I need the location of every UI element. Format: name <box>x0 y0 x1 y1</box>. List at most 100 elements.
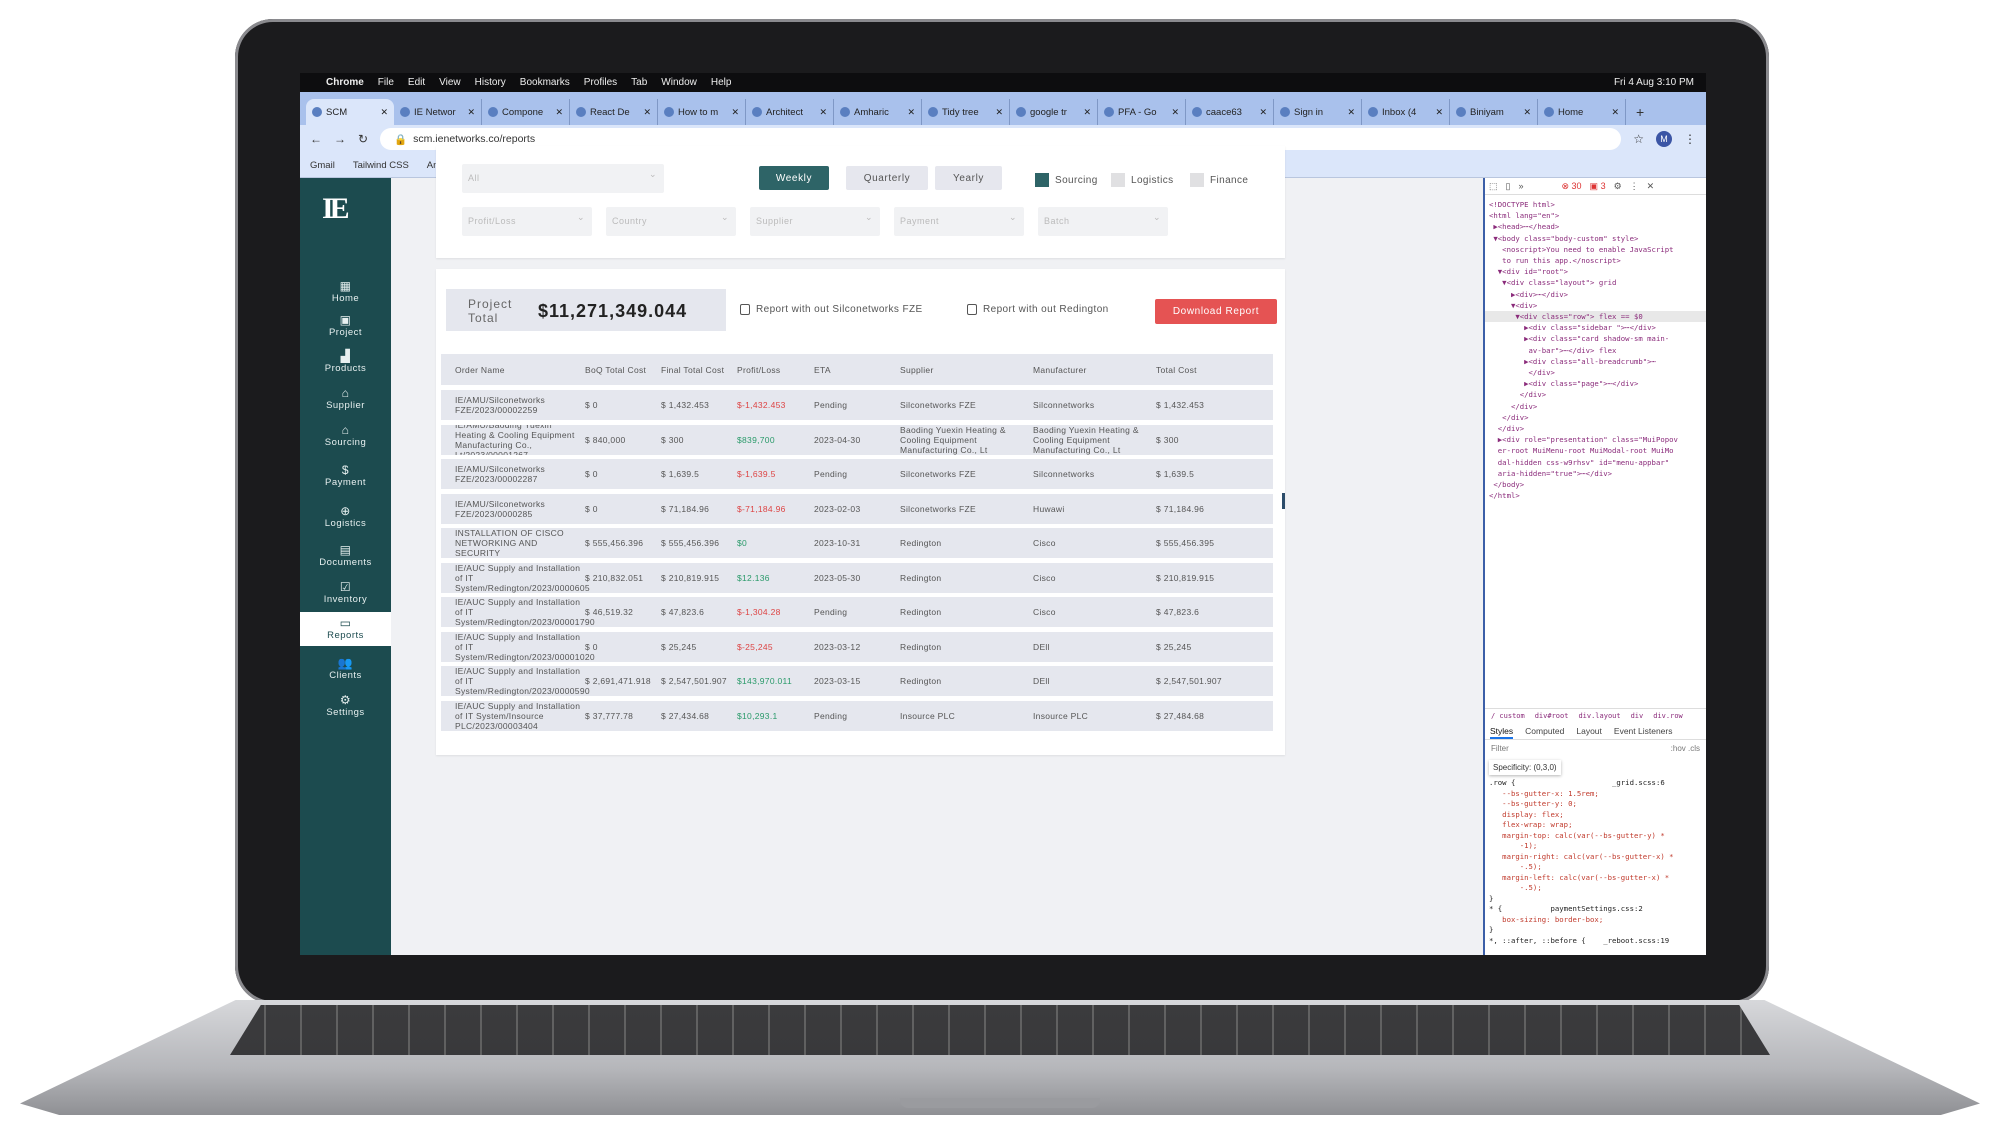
kebab-icon[interactable]: ⋮ <box>1629 180 1639 191</box>
browser-tab[interactable]: SCM ✕ <box>306 99 394 125</box>
css-line[interactable]: --bs-gutter-x: 1.5rem; <box>1489 788 1599 798</box>
reload-icon[interactable]: ↻ <box>358 132 369 146</box>
column-header[interactable]: Order Name <box>455 364 505 375</box>
bookmark[interactable]: Gmail <box>310 159 335 171</box>
table-row[interactable]: IE/AUC Supply and Installation of IT Sys… <box>441 700 1273 731</box>
close-tab-icon[interactable]: ✕ <box>1259 106 1267 117</box>
dom-node[interactable]: <html lang="en"> <box>1489 211 1560 221</box>
sidebar-item-products[interactable]: ▟ Products <box>300 345 391 379</box>
period-quarterly-button[interactable]: Quarterly <box>846 166 928 190</box>
menu-icon[interactable]: ⋮ <box>1684 132 1696 146</box>
table-row[interactable]: IE/AMU/Baoding Yuexin Heating & Cooling … <box>441 424 1273 455</box>
dom-node[interactable]: <!DOCTYPE html> <box>1489 200 1555 209</box>
dom-tree[interactable]: <!DOCTYPE html> <html lang="en"> ▶<head>⋯… <box>1485 195 1706 708</box>
column-header[interactable]: ETA <box>814 364 831 375</box>
star-icon[interactable]: ☆ <box>1633 132 1644 146</box>
dom-node[interactable]: ▶<div class="sidebar ">⋯</div> <box>1489 323 1656 333</box>
close-tab-icon[interactable]: ✕ <box>555 106 563 117</box>
css-line[interactable]: } <box>1489 925 1494 934</box>
close-icon[interactable]: ✕ <box>1646 180 1655 191</box>
close-tab-icon[interactable]: ✕ <box>995 106 1003 117</box>
css-line[interactable]: -.5); <box>1489 883 1542 892</box>
dom-node[interactable]: </div> <box>1489 401 1538 411</box>
dom-node[interactable]: </div> <box>1489 390 1547 400</box>
sidebar-item-settings[interactable]: ⚙ Settings <box>300 689 391 723</box>
css-line[interactable]: *, ::after, ::before { _reboot.scss:19 <box>1489 935 1670 945</box>
dom-node[interactable]: ▼<div class="layout"> grid <box>1489 278 1617 288</box>
dom-node[interactable]: ▼<div class="row"> flex == $0 <box>1485 311 1706 323</box>
table-row[interactable]: IE/AMU/Silconetworks FZE/2023/00002287 $ … <box>441 459 1273 489</box>
more-panels-icon[interactable]: » <box>1518 181 1524 191</box>
dom-node[interactable]: </div> <box>1489 424 1525 434</box>
browser-tab[interactable]: Inbox (4 ✕ <box>1362 99 1450 125</box>
supplier-select[interactable]: Supplier <box>750 207 880 236</box>
dom-breadcrumb-item[interactable]: div <box>1630 712 1644 720</box>
device-icon[interactable]: ▯ <box>1505 180 1511 191</box>
category-sourcing-checkbox[interactable]: Sourcing <box>1035 173 1098 187</box>
column-header[interactable]: Manufacturer <box>1033 364 1087 375</box>
url-input[interactable]: 🔒 scm.ienetworks.co/reports <box>380 128 1622 150</box>
css-line[interactable]: -1); <box>1489 841 1538 850</box>
dom-node[interactable]: <noscript>You need to enable JavaScript <box>1489 244 1674 254</box>
payment-select[interactable]: Payment <box>894 207 1024 236</box>
close-tab-icon[interactable]: ✕ <box>643 106 651 117</box>
dom-node[interactable]: ▶<div role="presentation" class="MuiPopo… <box>1489 435 1678 445</box>
menu-edit[interactable]: Edit <box>407 77 426 88</box>
styles-tab[interactable]: Computed <box>1525 726 1565 736</box>
period-weekly-button[interactable]: Weekly <box>759 166 829 190</box>
dom-node[interactable]: ▶<div>⋯</div> <box>1489 289 1569 299</box>
css-line[interactable]: * { paymentSettings.css:2 <box>1489 904 1643 913</box>
close-tab-icon[interactable]: ✕ <box>1083 106 1091 117</box>
forward-icon[interactable]: → <box>334 132 346 146</box>
browser-tab[interactable]: How to m ✕ <box>658 99 746 125</box>
new-tab-button[interactable]: + <box>1636 104 1645 120</box>
country-select[interactable]: Country <box>606 207 736 236</box>
browser-tab[interactable]: PFA - Go ✕ <box>1098 99 1186 125</box>
dom-node[interactable]: er-root MuiMenu-root MuiModal-root MuiMo <box>1489 446 1674 456</box>
sidebar-item-clients[interactable]: 👥 Clients <box>300 652 391 686</box>
styles-tab[interactable]: Event Listeners <box>1613 726 1673 736</box>
browser-tab[interactable]: Architect ✕ <box>746 99 834 125</box>
close-tab-icon[interactable]: ✕ <box>467 106 475 117</box>
dom-node[interactable]: ▼<div id="root"> <box>1489 267 1569 277</box>
table-row[interactable]: IE/AUC SUPPLY AND INSTALLATION OF CISCO … <box>441 528 1273 558</box>
css-line[interactable]: } <box>1489 893 1494 903</box>
styles-tab[interactable]: Styles <box>1490 722 1514 739</box>
css-line[interactable]: flex-wrap: wrap; <box>1489 820 1573 829</box>
browser-tab[interactable]: React De ✕ <box>570 99 658 125</box>
close-tab-icon[interactable]: ✕ <box>1347 106 1355 117</box>
hov-cls-toggle[interactable]: :hov .cls <box>1670 744 1700 753</box>
browser-tab[interactable]: Home ✕ <box>1538 99 1626 125</box>
close-tab-icon[interactable]: ✕ <box>907 106 915 117</box>
browser-tab[interactable]: google tr ✕ <box>1010 99 1098 125</box>
menu-view[interactable]: View <box>439 77 461 88</box>
sidebar-item-supplier[interactable]: ⌂ Supplier <box>300 382 391 416</box>
browser-tab[interactable]: Compone ✕ <box>482 99 570 125</box>
column-header[interactable]: BoQ Total Cost <box>585 364 647 375</box>
menu-help[interactable]: Help <box>710 77 732 88</box>
column-header[interactable]: Profit/Loss <box>737 364 781 375</box>
dom-node[interactable]: </div> <box>1489 368 1555 378</box>
category-finance-checkbox[interactable]: Finance <box>1190 173 1248 187</box>
dom-node[interactable]: ▶<head>⋯</head> <box>1489 222 1560 232</box>
menu-chrome[interactable]: Chrome <box>326 77 364 88</box>
styles-filter-input[interactable]: Filter <box>1491 744 1509 753</box>
dom-node[interactable]: ▶<div class="card shadow-sm main- <box>1489 334 1670 344</box>
css-line[interactable]: margin-left: calc(var(--bs-gutter-x) * <box>1489 872 1670 882</box>
dom-node[interactable]: ▶<div class="all-breadcrumb">⋯ <box>1489 356 1656 366</box>
exclude-silconetworks-checkbox[interactable]: Report with out Silconetworks FZE <box>740 304 923 315</box>
styles-tab[interactable]: Layout <box>1576 726 1602 736</box>
category-logistics-checkbox[interactable]: Logistics <box>1111 173 1174 187</box>
dom-breadcrumb-item[interactable]: div.layout <box>1578 712 1621 720</box>
dom-node[interactable]: ▼<body class="body-custom" style> <box>1489 233 1639 243</box>
dom-node[interactable]: dal-hidden css-w9rhsv" id="menu-appbar" <box>1489 457 1670 467</box>
dom-node[interactable]: av-bar">⋯</div> flex <box>1489 345 1617 355</box>
dom-node[interactable]: to run this app.</noscript> <box>1489 256 1621 266</box>
browser-tab[interactable]: Tidy tree ✕ <box>922 99 1010 125</box>
sidebar-item-reports[interactable]: ▭ Reports <box>300 612 391 646</box>
css-line[interactable]: --bs-gutter-y: 0; <box>1489 799 1577 808</box>
dom-node[interactable]: </div> <box>1489 412 1529 422</box>
css-line[interactable]: display: flex; <box>1489 809 1564 819</box>
sidebar-item-inventory[interactable]: ☑ Inventory <box>300 576 391 610</box>
dom-node[interactable]: </html> <box>1489 491 1520 501</box>
